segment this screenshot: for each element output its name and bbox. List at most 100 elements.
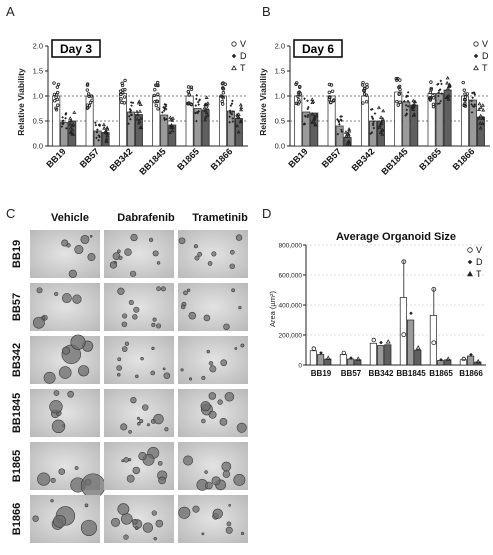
organoid bbox=[58, 366, 72, 379]
dot-b1865-v bbox=[428, 98, 433, 102]
dot-bb342-d bbox=[373, 112, 377, 115]
organoid bbox=[135, 374, 139, 379]
bar-bb1845-d bbox=[407, 319, 415, 366]
dot-bb19-v bbox=[297, 97, 301, 102]
dot-bb1845-d bbox=[405, 112, 409, 115]
dot-bb1845-d bbox=[163, 106, 166, 110]
organoid bbox=[123, 457, 129, 463]
dot-bb19-d bbox=[303, 97, 306, 101]
title-frame bbox=[51, 39, 101, 58]
dot-b1865-t bbox=[202, 108, 207, 113]
organoid bbox=[61, 293, 72, 304]
dot-bb1845-t bbox=[411, 107, 416, 111]
bar-bb342-d bbox=[368, 120, 377, 147]
organoid bbox=[120, 423, 128, 431]
organoid bbox=[128, 299, 134, 306]
organoid bbox=[152, 317, 157, 322]
micrograph-bb342-dabrafenib bbox=[104, 336, 174, 384]
dot-bb19-v bbox=[56, 103, 60, 107]
dot-bb57-d bbox=[340, 119, 343, 122]
dot-bb1845-d bbox=[405, 108, 408, 112]
legend-label-d: D bbox=[240, 51, 247, 61]
organoid bbox=[133, 306, 140, 313]
organoid bbox=[160, 286, 166, 292]
legend-marker-d bbox=[231, 53, 237, 59]
dot-b1865-v bbox=[431, 286, 437, 292]
dot-b1866-v bbox=[220, 102, 225, 106]
organoid bbox=[236, 422, 247, 433]
dot-bb57-t bbox=[346, 133, 351, 138]
dot-b1866-d bbox=[470, 99, 473, 103]
organoid bbox=[157, 460, 163, 466]
dot-bb342-t bbox=[136, 100, 141, 105]
bar-bb57-v bbox=[327, 95, 336, 147]
dot-b1866-d bbox=[231, 99, 234, 103]
micrograph-row-label: B1866 bbox=[11, 503, 23, 535]
organoid bbox=[200, 401, 211, 412]
bar-bb19-v bbox=[309, 350, 317, 366]
organoid bbox=[32, 316, 45, 329]
category-label: BB57 bbox=[78, 146, 101, 169]
organoid bbox=[134, 526, 139, 531]
legend-label-d: D bbox=[482, 51, 489, 61]
dot-b1865-d bbox=[437, 91, 440, 95]
y-tick-label: 400,000 bbox=[279, 303, 303, 310]
dot-bb342-d bbox=[128, 107, 132, 111]
dot-bb1845-v bbox=[398, 87, 402, 92]
dot-bb57-v bbox=[85, 88, 89, 92]
y-tick-label: 0.5 bbox=[33, 117, 43, 126]
dot-bb342-t bbox=[380, 116, 385, 121]
dot-bb1845-d bbox=[162, 116, 166, 120]
organoid bbox=[89, 234, 93, 238]
dot-bb57-v bbox=[330, 89, 335, 93]
dot-b1865-v bbox=[187, 93, 191, 97]
bar-bb342-t bbox=[134, 114, 143, 147]
organoid bbox=[153, 536, 157, 541]
dot-bb1845-d bbox=[409, 311, 413, 316]
bar-b1866-t bbox=[474, 361, 482, 366]
dot-b1866-t bbox=[481, 115, 486, 120]
dot-b1866-t bbox=[480, 103, 485, 107]
organoid bbox=[129, 270, 137, 277]
organoid bbox=[37, 472, 51, 486]
y-tick-label: 1.0 bbox=[275, 92, 285, 101]
dot-b1865-v bbox=[429, 86, 433, 91]
dot-bb19-t bbox=[70, 131, 75, 136]
dot-bb57-d bbox=[340, 130, 344, 134]
dot-b1865-t bbox=[205, 102, 210, 107]
micrograph-bb342-trametinib bbox=[178, 336, 248, 384]
y-axis-label: Relative Viability bbox=[16, 68, 26, 136]
dot-bb19-v bbox=[311, 346, 316, 351]
dot-bb342-v bbox=[118, 89, 123, 93]
dot-bb1845-v bbox=[152, 93, 156, 98]
bar-bb19-d bbox=[302, 111, 311, 147]
dot-bb57-t bbox=[102, 126, 107, 130]
dot-bb1845-v bbox=[396, 103, 400, 107]
dot-bb19-t bbox=[310, 97, 315, 101]
dot-b1866-d bbox=[473, 104, 477, 108]
dot-b1865-d bbox=[194, 111, 197, 115]
organoid bbox=[208, 361, 214, 366]
dot-bb57-d bbox=[337, 119, 340, 123]
dot-bb1845-v bbox=[155, 80, 160, 85]
organoid bbox=[209, 365, 217, 373]
dot-bb19-v bbox=[55, 93, 59, 97]
dot-b1866-d bbox=[228, 109, 232, 113]
organoid bbox=[164, 427, 169, 432]
dot-bb1845-d bbox=[404, 95, 408, 99]
dot-bb1845-d bbox=[406, 91, 410, 94]
organoid bbox=[186, 288, 191, 292]
dot-bb342-d bbox=[371, 122, 375, 126]
dot-b1865-d bbox=[194, 104, 198, 107]
title-frame bbox=[293, 39, 343, 58]
dot-b1865-d bbox=[440, 82, 443, 86]
dot-bb342-v bbox=[361, 101, 365, 105]
micrograph-bb57-vehicle bbox=[30, 283, 100, 331]
dot-bb57-d bbox=[95, 136, 98, 140]
bar-bb1845-t bbox=[410, 104, 419, 147]
organoid bbox=[203, 314, 211, 322]
bar-b1866-d bbox=[467, 355, 475, 366]
dot-bb342-d bbox=[372, 120, 375, 124]
chart-title-box: Day 3 bbox=[51, 39, 101, 58]
dot-bb1845-v bbox=[401, 259, 407, 265]
